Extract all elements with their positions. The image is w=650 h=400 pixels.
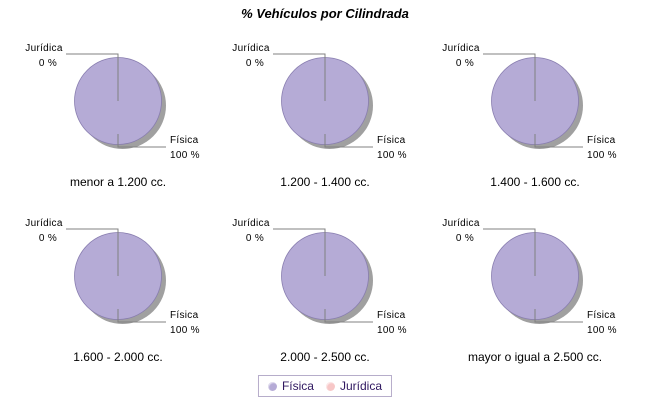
juridica-callout-line <box>66 53 119 101</box>
category-label: mayor o igual a 2.500 cc. <box>468 350 602 364</box>
fisica-slice-label: Física <box>587 310 616 321</box>
fisica-callout-line <box>534 134 583 148</box>
fisica-callout-line <box>324 134 373 148</box>
fisica-slice-label: Física <box>170 135 199 146</box>
fisica-callout-line <box>324 309 373 323</box>
pie-chart-1400-1600: Jurídica 0 % Física 100 % 1.400 - 1.600 … <box>442 43 617 189</box>
chart-legend: Física Jurídica <box>257 375 393 397</box>
category-label: 1.600 - 2.000 cc. <box>73 350 162 364</box>
juridica-slice-value: 0 % <box>39 233 57 244</box>
juridica-slice-value: 0 % <box>246 233 264 244</box>
pie-chart-2000-2500: Jurídica 0 % Física 100 % 2.000 - 2.500 … <box>232 218 407 364</box>
juridica-callout-line <box>483 53 536 101</box>
juridica-slice-value: 0 % <box>456 233 474 244</box>
legend-item-juridica: Jurídica <box>325 379 383 393</box>
fisica-slice-value: 100 % <box>587 325 617 336</box>
fisica-swatch-icon <box>267 381 277 391</box>
juridica-slice-label: Jurídica <box>442 218 480 229</box>
fisica-callout-line <box>534 309 583 323</box>
juridica-callout-line <box>483 228 536 276</box>
juridica-slice-label: Jurídica <box>25 43 63 54</box>
fisica-slice-value: 100 % <box>377 150 407 161</box>
pie-chart-menor-1200: Jurídica 0 % Física 100 % menor a 1.200 … <box>25 43 200 189</box>
juridica-callout-line <box>273 228 326 276</box>
juridica-slice-label: Jurídica <box>25 218 63 229</box>
juridica-slice-value: 0 % <box>456 58 474 69</box>
fisica-slice-value: 100 % <box>170 150 200 161</box>
category-label: 1.200 - 1.400 cc. <box>280 175 369 189</box>
fisica-slice-value: 100 % <box>377 325 407 336</box>
fisica-slice-value: 100 % <box>587 150 617 161</box>
pie-chart-1200-1400: Jurídica 0 % Física 100 % 1.200 - 1.400 … <box>232 43 407 189</box>
juridica-slice-value: 0 % <box>246 58 264 69</box>
fisica-slice-label: Física <box>170 310 199 321</box>
pie-chart-mayor-2500: Jurídica 0 % Física 100 % mayor o igual … <box>442 218 617 364</box>
juridica-slice-value: 0 % <box>39 58 57 69</box>
fisica-slice-value: 100 % <box>170 325 200 336</box>
juridica-slice-label: Jurídica <box>232 218 270 229</box>
fisica-slice-label: Física <box>377 310 406 321</box>
legend-label-fisica: Física <box>281 379 314 393</box>
fisica-callout-line <box>117 134 166 148</box>
fisica-slice-label: Física <box>587 135 616 146</box>
juridica-swatch-icon <box>325 381 335 391</box>
pie-chart-1600-2000: Jurídica 0 % Física 100 % 1.600 - 2.000 … <box>25 218 200 364</box>
chart-title: % Vehículos por Cilindrada <box>241 6 409 21</box>
fisica-slice-label: Física <box>377 135 406 146</box>
juridica-callout-line <box>66 228 119 276</box>
juridica-slice-label: Jurídica <box>232 43 270 54</box>
legend-item-fisica: Física <box>267 379 314 393</box>
juridica-callout-line <box>273 53 326 101</box>
fisica-callout-line <box>117 309 166 323</box>
category-label: menor a 1.200 cc. <box>70 175 166 189</box>
juridica-slice-label: Jurídica <box>442 43 480 54</box>
legend-label-juridica: Jurídica <box>339 379 383 393</box>
category-label: 2.000 - 2.500 cc. <box>280 350 369 364</box>
category-label: 1.400 - 1.600 cc. <box>490 175 579 189</box>
